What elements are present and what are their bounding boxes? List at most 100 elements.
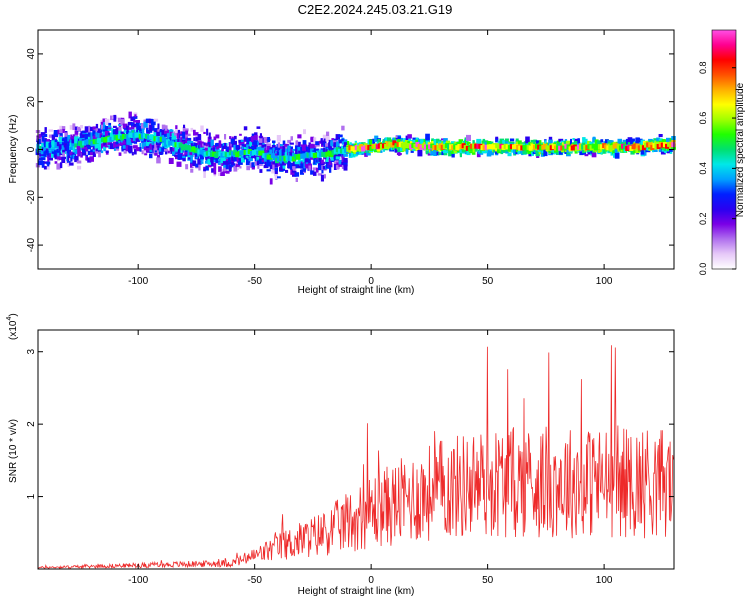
spectrogram-cell (71, 143, 77, 148)
spectrogram-cell (404, 140, 410, 146)
spectrogram-ridge-cell (602, 143, 607, 149)
spectrogram-cell (303, 129, 306, 135)
spectrogram-cell (103, 142, 106, 146)
spectrogram-ridge-cell (604, 144, 609, 150)
spectrogram-cell (139, 147, 142, 152)
spectrogram-cell (157, 145, 160, 151)
spectrogram-cell (59, 125, 63, 130)
spectrogram-cell (76, 126, 82, 131)
x-tick-label: -50 (247, 575, 262, 586)
spectrogram-ridge-cell (453, 144, 458, 150)
spectrogram-cell (235, 163, 241, 168)
spectrogram-cell (294, 172, 300, 177)
x-tick-label: 100 (596, 276, 613, 287)
spectrogram-cell (659, 138, 663, 144)
spectrogram-cell (289, 151, 294, 158)
spectrogram-ridge-cell (423, 144, 428, 150)
spectrogram-cell (93, 149, 96, 152)
spectrogram-cell (271, 169, 277, 174)
spectrogram-cell (254, 145, 258, 149)
spectrogram-cell (318, 157, 322, 162)
spectrogram-cell (318, 140, 322, 144)
spectrogram-cell (51, 134, 55, 141)
spectrogram-cell (41, 147, 45, 152)
spectrogram-cell (197, 158, 202, 165)
spectrogram-cell (164, 149, 169, 152)
spectrogram-ridge-cell (394, 143, 399, 149)
spectrogram-cell (141, 137, 146, 142)
spectrogram-cell (291, 172, 297, 175)
spectrogram-cell (290, 168, 293, 175)
spectrogram-ridge-cell (264, 152, 269, 158)
spectrogram-cell (272, 161, 276, 164)
spectrogram-cell (74, 148, 79, 155)
spectrogram-cell (69, 151, 73, 156)
spectrogram-cell (493, 149, 496, 153)
spectrogram-cell (108, 122, 112, 127)
spectrogram-cell (222, 161, 228, 165)
spectrogram-ridge-cell (113, 134, 118, 140)
spectrogram-cell (256, 146, 261, 152)
spectrogram-cell (113, 148, 116, 151)
spectrogram-cell (287, 163, 291, 169)
spectrogram-ridge-cell (442, 144, 447, 149)
spectrogram-ridge-cell (220, 152, 225, 158)
spectrogram-cell (228, 166, 232, 171)
spectrogram-cell (440, 142, 445, 145)
colorbar-label: Normalized spectral amplitude (735, 82, 746, 217)
x-tick-label: -100 (128, 276, 148, 287)
spectrogram-cell (41, 161, 45, 168)
spectrogram-cell (295, 150, 299, 155)
spectrogram-cell (115, 142, 120, 145)
spectrogram-cell (203, 166, 206, 169)
spectrogram-cell (150, 119, 156, 126)
spectrogram-cell (43, 161, 48, 164)
spectrogram-cell (154, 130, 157, 134)
spectrogram-cell (90, 132, 94, 139)
spectrogram-cell (500, 151, 504, 154)
spectrogram-cell (669, 138, 673, 143)
spectrogram-cell (288, 149, 291, 156)
spectrogram-cell (48, 148, 53, 154)
spectrogram-cell (423, 138, 427, 146)
spectrogram-cell (574, 138, 578, 141)
spectrogram-cell (328, 158, 332, 166)
spectrogram-cell (94, 141, 100, 149)
spectrogram-ridge-cell (149, 134, 154, 140)
spectrogram-cell (481, 150, 487, 154)
spectrogram-ridge-cell (138, 133, 143, 139)
spectrogram-ridge-cell (472, 143, 477, 149)
spectrogram-ridge-cell (507, 145, 512, 151)
spectrogram-cell (418, 139, 422, 145)
spectrogram-cell (448, 150, 453, 157)
spectrogram-ridge-cell (88, 139, 93, 145)
spectrogram-cell (56, 141, 61, 147)
spectrogram-cell (397, 145, 402, 153)
spectrogram-cell (356, 148, 361, 154)
spectrogram-cell (72, 123, 76, 131)
spectrogram-cell (451, 151, 455, 158)
spectrogram-cell (265, 162, 268, 167)
spectrogram-cell (66, 145, 72, 149)
spectrogram-cell (139, 123, 142, 126)
spectrogram-cell (589, 141, 594, 145)
spectrogram-ridge-cell (572, 144, 577, 150)
spectrogram-cell (382, 147, 385, 152)
spectrogram-cell (159, 148, 164, 152)
spectrogram-cell (118, 152, 122, 156)
spectrogram-cell (233, 144, 238, 152)
spectrogram-ridge-cell (470, 143, 474, 149)
spectrogram-ridge-cell (226, 152, 231, 158)
spectrogram-cell (108, 143, 112, 149)
spectrogram-cell (157, 127, 160, 132)
spectrogram-cell (617, 138, 622, 145)
spectrogram-cell (205, 161, 210, 164)
spectrogram-cell (44, 139, 47, 145)
spectrogram-ridge-cell (109, 136, 114, 142)
spectrogram-ridge-cell (419, 144, 424, 150)
spectrogram-cell (117, 117, 123, 123)
spectrogram-ridge-cell (576, 144, 581, 150)
spectrogram-cell (193, 137, 196, 142)
spectrogram-cell (107, 128, 112, 131)
spectrogram-ridge-cell (610, 145, 615, 151)
